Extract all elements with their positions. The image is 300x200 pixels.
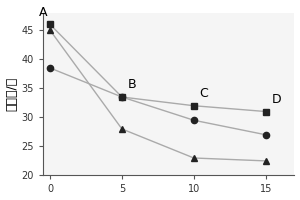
Text: B: B bbox=[128, 78, 136, 91]
Y-axis label: 接触角/度: 接触角/度 bbox=[6, 77, 19, 111]
Text: C: C bbox=[200, 87, 208, 100]
Text: D: D bbox=[272, 93, 281, 106]
Text: A: A bbox=[38, 6, 47, 19]
